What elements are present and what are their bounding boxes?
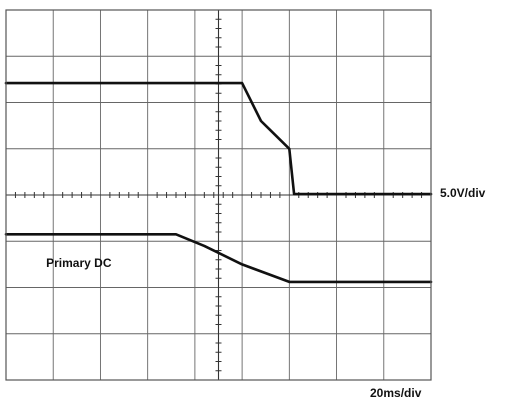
series-label-primary-dc: Primary DC xyxy=(46,256,112,271)
trace-2 xyxy=(4,233,433,284)
horizontal-scale-label: 20ms/div xyxy=(370,386,422,400)
grid xyxy=(6,10,431,380)
trace-1 xyxy=(4,81,433,196)
plot-border xyxy=(5,9,432,381)
vertical-scale-label-top-trace: 5.0V/div xyxy=(440,186,486,201)
traces xyxy=(4,81,433,284)
